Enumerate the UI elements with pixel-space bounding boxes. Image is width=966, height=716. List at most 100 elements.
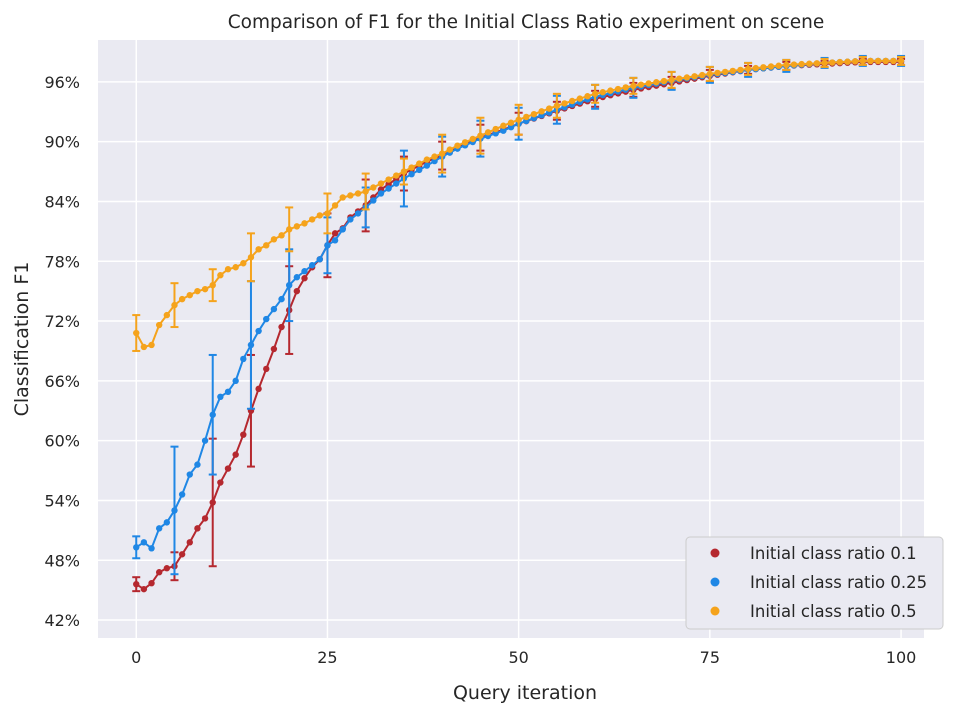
data-point xyxy=(851,58,859,65)
data-point xyxy=(393,180,400,187)
data-point xyxy=(431,153,438,160)
data-point xyxy=(637,81,645,88)
data-point xyxy=(546,105,553,112)
data-point xyxy=(614,85,622,93)
data-point xyxy=(201,515,209,522)
data-point xyxy=(469,135,476,143)
data-point xyxy=(553,102,561,109)
x-tick-label: 75 xyxy=(700,648,720,667)
y-tick-label: 90% xyxy=(44,133,80,152)
data-point xyxy=(224,465,232,472)
data-point xyxy=(308,262,316,269)
data-point xyxy=(423,162,431,169)
data-point xyxy=(438,150,446,157)
data-point xyxy=(561,100,568,107)
data-point xyxy=(347,216,354,223)
data-point xyxy=(645,80,652,87)
data-point xyxy=(194,461,201,468)
data-point xyxy=(423,156,431,163)
data-point xyxy=(278,295,285,303)
data-point xyxy=(286,281,293,289)
x-tick-label: 0 xyxy=(131,648,141,667)
data-point xyxy=(683,74,691,81)
data-point xyxy=(859,57,867,65)
y-tick-label: 72% xyxy=(44,312,80,331)
data-point xyxy=(133,580,140,588)
data-point xyxy=(454,142,461,149)
data-point xyxy=(194,525,201,532)
data-point xyxy=(813,60,821,67)
data-point xyxy=(515,116,522,123)
data-point xyxy=(760,64,767,71)
data-point xyxy=(255,327,262,335)
data-point xyxy=(890,57,897,65)
legend-label-1: Initial class ratio 0.25 xyxy=(750,573,927,592)
chart-title: Comparison of F1 for the Initial Class R… xyxy=(228,12,825,33)
data-point xyxy=(339,194,346,201)
data-point xyxy=(775,62,782,69)
data-point xyxy=(729,67,736,75)
legend-label-2: Initial class ratio 0.5 xyxy=(750,602,917,621)
legend-box xyxy=(685,536,944,630)
data-point xyxy=(591,90,599,98)
data-point xyxy=(721,68,729,76)
data-point xyxy=(278,232,285,239)
data-point xyxy=(806,60,813,67)
data-point xyxy=(492,125,499,133)
data-point xyxy=(393,172,400,179)
data-point xyxy=(461,139,469,146)
data-point xyxy=(224,266,232,273)
data-point xyxy=(331,202,339,209)
legend: Initial class ratio 0.1 Initial class ra… xyxy=(685,536,944,630)
data-point xyxy=(217,272,224,279)
data-point xyxy=(155,321,163,329)
data-point xyxy=(867,57,874,65)
data-point xyxy=(240,355,247,363)
y-tick-label: 96% xyxy=(44,73,80,92)
data-point xyxy=(286,226,293,233)
data-point xyxy=(500,122,507,129)
data-point xyxy=(408,171,415,178)
data-point xyxy=(416,166,423,174)
data-point xyxy=(224,388,232,396)
y-tick-label: 42% xyxy=(44,611,80,630)
data-point xyxy=(186,539,193,546)
data-point xyxy=(209,281,216,289)
data-point xyxy=(255,246,262,253)
data-point xyxy=(263,315,270,323)
data-point xyxy=(293,274,301,281)
data-point xyxy=(301,275,308,282)
x-axis-ticks: 0 25 50 75 100 xyxy=(131,648,916,667)
data-point xyxy=(477,132,484,139)
data-point xyxy=(178,295,186,303)
data-point xyxy=(217,479,224,486)
data-point xyxy=(232,264,239,271)
y-tick-label: 48% xyxy=(44,551,80,570)
data-point xyxy=(874,57,882,65)
data-point xyxy=(133,329,140,337)
data-point xyxy=(377,180,385,187)
legend-marker-2 xyxy=(710,606,720,616)
data-point xyxy=(209,411,216,418)
data-point xyxy=(660,77,668,85)
x-axis-label: Query iteration xyxy=(453,682,597,704)
x-tick-label: 50 xyxy=(508,648,528,667)
data-point xyxy=(270,305,278,313)
data-point xyxy=(507,124,515,131)
data-point xyxy=(163,311,171,319)
data-point xyxy=(201,285,209,293)
data-point xyxy=(232,451,239,458)
data-point xyxy=(247,254,255,261)
data-point xyxy=(783,61,790,69)
data-point xyxy=(209,499,216,506)
data-point xyxy=(354,210,362,217)
data-point xyxy=(599,89,606,96)
data-point xyxy=(263,242,270,249)
data-point xyxy=(377,190,385,197)
data-point xyxy=(232,377,239,385)
data-point xyxy=(133,544,140,551)
data-point xyxy=(385,185,392,192)
x-tick-label: 100 xyxy=(886,648,917,667)
data-point xyxy=(270,236,278,243)
data-point xyxy=(523,113,530,121)
